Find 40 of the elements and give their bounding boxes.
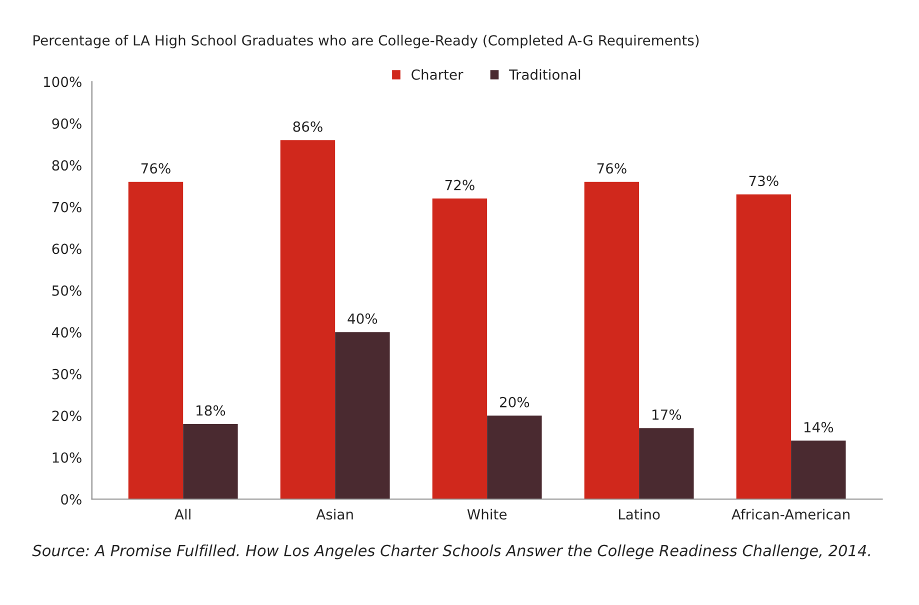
legend-label: Charter (412, 69, 464, 80)
data-label: 72% (445, 180, 474, 190)
y-tick-label: 100% (44, 76, 82, 88)
bar (639, 428, 694, 500)
data-label: 86% (293, 121, 322, 132)
bar (487, 416, 542, 500)
x-tick-label: Latino (618, 508, 660, 520)
x-tick-label: African-American (732, 508, 850, 520)
x-tick-label: All (174, 508, 190, 520)
y-tick-label: 80% (52, 160, 82, 171)
bar (736, 194, 792, 500)
data-label: 76% (141, 163, 170, 174)
bar (280, 140, 336, 500)
bar (584, 182, 640, 500)
y-tick-label: 20% (52, 410, 82, 422)
y-tick-label: 30% (52, 368, 82, 380)
data-label: 14% (804, 422, 834, 432)
y-tick-label: 90% (52, 118, 82, 129)
data-label: 18% (196, 405, 226, 416)
bar (128, 182, 184, 500)
y-tick-label: 0% (61, 494, 82, 505)
bar (183, 424, 238, 500)
bar (335, 332, 390, 500)
data-label: 17% (652, 409, 682, 420)
y-tick-label: 10% (52, 452, 82, 463)
y-tick-label: 60% (52, 244, 82, 254)
data-label: 40% (348, 313, 378, 324)
y-tick-label: 50% (52, 285, 82, 296)
x-tick-label: White (467, 508, 507, 520)
source-note: Source: A Promise Fulfilled. How Los Angeles Charter Schools Answer the College Readiness Challenge, 2014. (32, 544, 870, 560)
data-label: 73% (749, 176, 778, 186)
x-tick-label: Asian (316, 508, 353, 520)
chart-title: Percentage of LA High School Graduates who are College-Ready (Completed A-G Requirements) (34, 34, 699, 48)
bar (432, 198, 488, 500)
bar (791, 440, 846, 500)
data-label: 76% (597, 163, 626, 174)
legend-label: Traditional (509, 69, 580, 80)
data-label: 20% (500, 396, 530, 408)
y-tick-label: 40% (52, 327, 82, 338)
y-tick-label: 70% (52, 202, 82, 212)
